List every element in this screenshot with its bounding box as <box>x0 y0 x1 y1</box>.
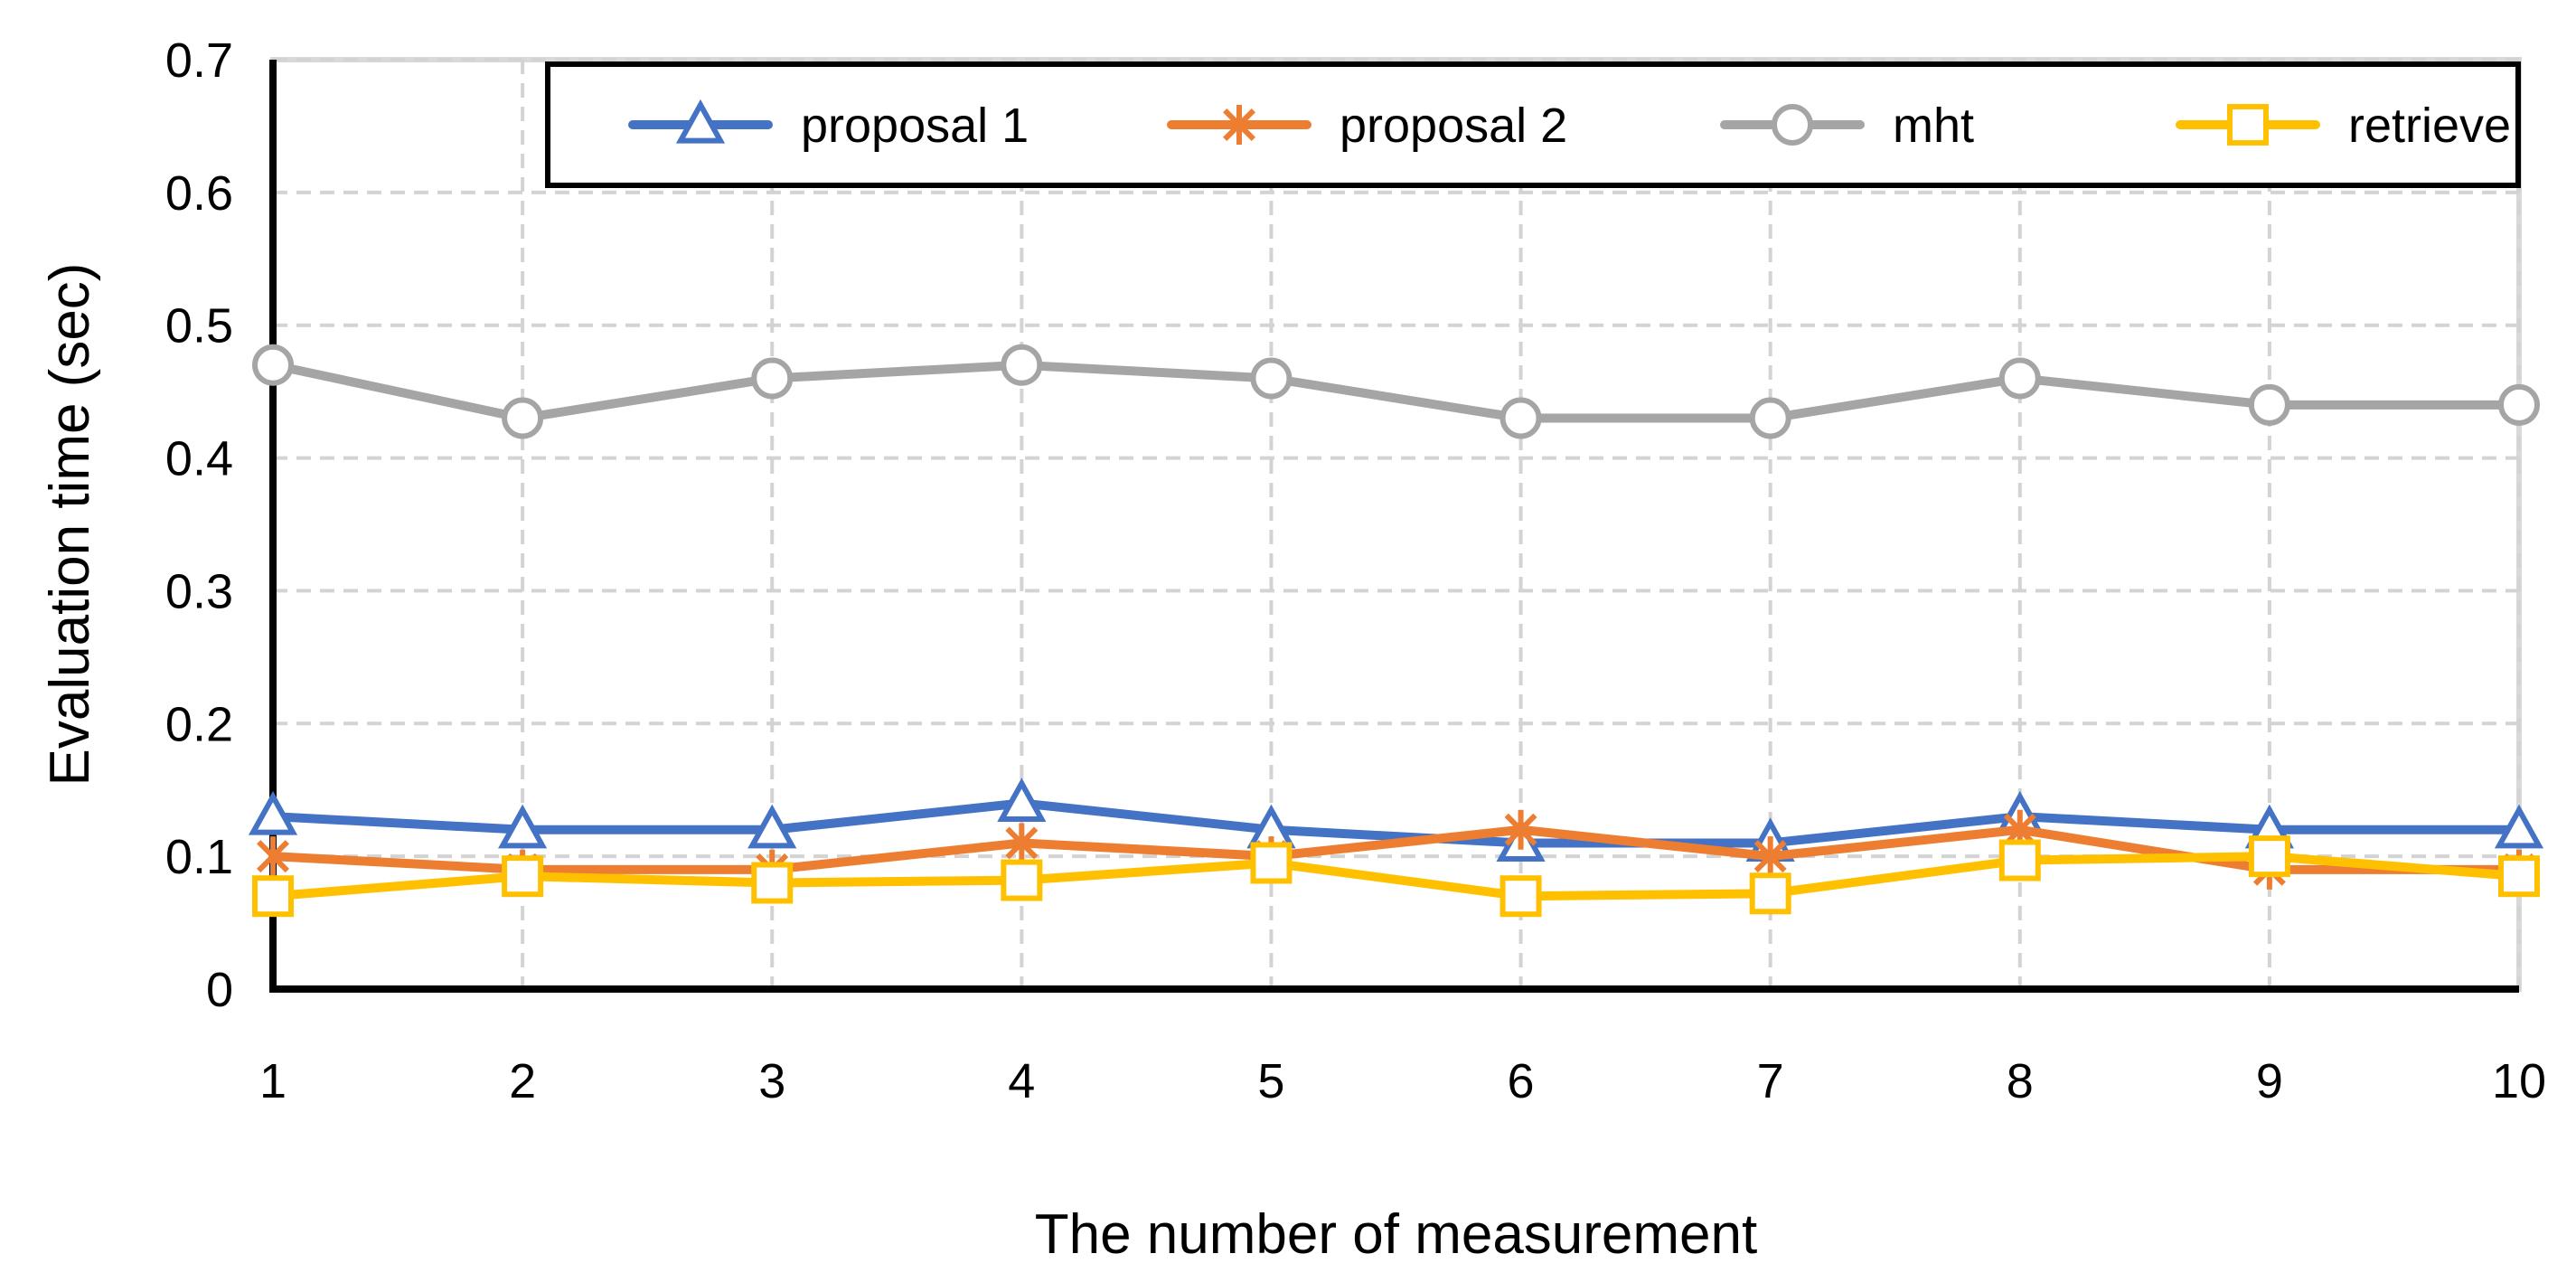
data-point-mht <box>1500 397 1542 439</box>
x-tick-label: 10 <box>2492 1054 2546 1108</box>
x-axis-title: The number of measurement <box>1035 1203 1758 1266</box>
data-point-retrieve <box>2498 855 2540 898</box>
legend-marker-proposal-1 <box>675 99 726 144</box>
y-tick-label: 0.3 <box>165 564 233 618</box>
series-line-retrieve <box>268 852 2524 901</box>
x-tick-label: 2 <box>509 1054 536 1108</box>
data-point-proposal-2 <box>1753 836 1787 877</box>
legend-label: retrieve <box>2348 99 2511 153</box>
x-tick-label: 4 <box>1008 1054 1035 1108</box>
series-mht <box>252 344 2540 439</box>
data-point-mht <box>252 344 294 386</box>
axes <box>269 60 2519 993</box>
y-tick-label: 0.2 <box>165 697 233 751</box>
data-point-proposal-1 <box>248 790 298 835</box>
y-tick-label: 0.1 <box>165 830 233 884</box>
y-tick-label: 0.6 <box>165 166 233 221</box>
data-point-retrieve <box>2248 835 2290 878</box>
series-line-mht <box>268 360 2524 423</box>
y-tick-label: 0.4 <box>165 432 233 486</box>
x-tick-label: 8 <box>2007 1054 2034 1108</box>
data-point-mht <box>1998 357 2041 400</box>
data-point-mht <box>1250 357 1293 400</box>
x-tick-label: 5 <box>1257 1054 1284 1108</box>
legend-item-retrieve: retrieve <box>2176 99 2511 153</box>
data-point-proposal-1 <box>498 804 548 849</box>
data-point-mht <box>1749 397 1791 439</box>
data-point-proposal-2 <box>1504 809 1537 850</box>
y-tick-label: 0.7 <box>165 33 233 88</box>
tick-labels: 0 0.1 0.2 0.3 0.4 0.5 0.6 0.7 1 2 3 4 5 6 7 8 9 10 <box>165 33 2546 1108</box>
data-point-proposal-1 <box>747 804 797 849</box>
data-point-mht <box>502 397 544 439</box>
gridlines <box>270 57 2522 992</box>
data-point-retrieve <box>1500 875 1542 918</box>
series-proposal-1 <box>248 778 2544 863</box>
data-point-mht <box>2248 383 2290 426</box>
y-tick-label: 0.5 <box>165 299 233 353</box>
y-tick-label: 0 <box>206 963 233 1017</box>
legend-marker-retrieve <box>2227 104 2269 146</box>
legend-marker-proposal-2 <box>1223 105 1255 145</box>
x-tick-label: 7 <box>1757 1054 1784 1108</box>
data-point-mht <box>2498 383 2540 426</box>
x-tick-label: 6 <box>1508 1054 1535 1108</box>
y-axis-title: Evaluation time (sec) <box>39 263 101 787</box>
data-point-retrieve <box>1001 859 1043 901</box>
data-point-proposal-1 <box>2494 804 2544 849</box>
series-line-proposal-1 <box>268 798 2524 848</box>
data-point-retrieve <box>751 862 794 904</box>
data-point-retrieve <box>502 855 544 898</box>
legend-marker-mht <box>1772 104 1813 146</box>
data-point-retrieve <box>252 875 294 918</box>
series-line-proposal-2 <box>268 825 2524 874</box>
legend: proposal 1 proposal 2 mht retrieve <box>545 61 2521 188</box>
legend-label: proposal 1 <box>801 99 1029 153</box>
data-point-proposal-2 <box>257 836 289 877</box>
data-point-proposal-2 <box>1005 823 1039 863</box>
plot-area-border <box>270 57 2522 992</box>
data-point-proposal-1 <box>997 778 1047 822</box>
legend-label: mht <box>1893 99 1974 153</box>
legend-item-proposal-2: proposal 2 <box>1167 99 1567 153</box>
x-tick-label: 9 <box>2256 1054 2283 1108</box>
series-retrieve <box>252 835 2540 918</box>
legend-label: proposal 2 <box>1340 99 1567 153</box>
data-point-mht <box>1001 344 1043 386</box>
x-tick-label: 3 <box>758 1054 785 1108</box>
data-point-retrieve <box>1749 872 1791 915</box>
data-point-retrieve <box>1998 839 2041 881</box>
data-point-mht <box>751 357 794 400</box>
series-group <box>248 344 2544 918</box>
legend-item-proposal-1: proposal 1 <box>628 99 1029 153</box>
data-point-retrieve <box>1250 842 1293 884</box>
x-tick-label: 1 <box>259 1054 287 1108</box>
legend-item-mht: mht <box>1720 99 1974 153</box>
